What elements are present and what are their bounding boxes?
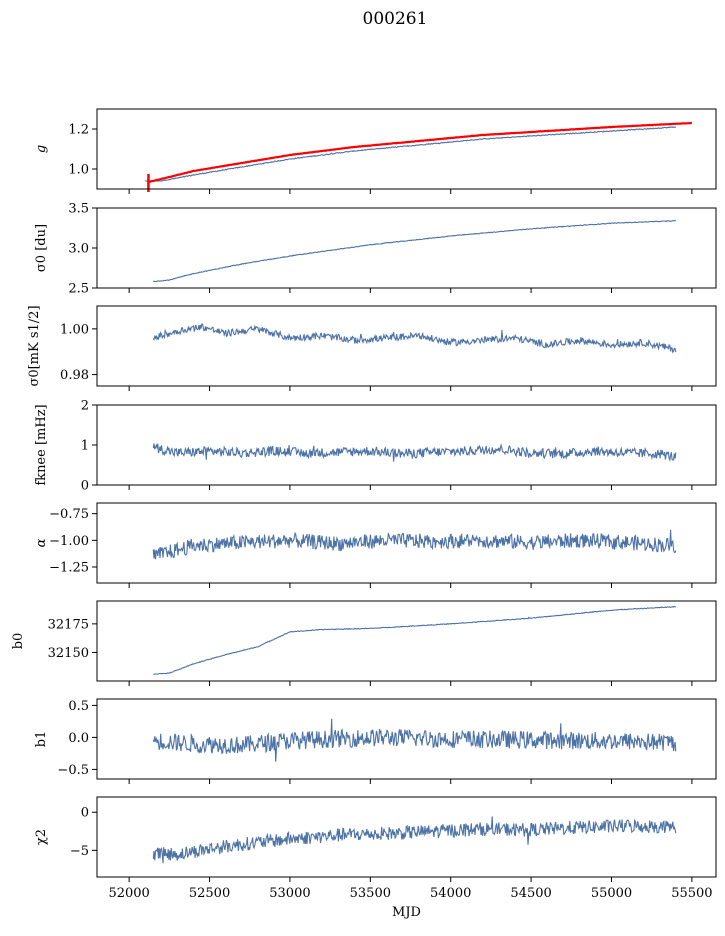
y-tick-label: 32150: [48, 646, 89, 661]
panel-2: 2.5 3.0 3.5 σ0 [du]: [34, 202, 717, 297]
panel-7: −0.5 0.0 0.5 b1: [34, 698, 717, 784]
y-tick-label: −1.25: [49, 561, 89, 576]
series-line-1: [153, 605, 676, 675]
series-line-1: [152, 816, 677, 864]
y-tick-label: 1.0: [68, 163, 89, 178]
x-tick-label: 52000: [108, 886, 149, 901]
y-tick-label: −1.00: [49, 534, 89, 549]
y-tick-label: 0.5: [68, 699, 89, 714]
axes-frame: [96, 108, 717, 190]
panel-4: 0 1 2 fknee [mHz]: [34, 399, 717, 494]
panel-1: 1.0 1.2 g: [34, 108, 717, 194]
y-tick-label: 0: [81, 806, 89, 821]
axes-frame: [96, 600, 717, 682]
x-tick-label: 54500: [510, 886, 551, 901]
y-tick-label: −5: [70, 844, 89, 859]
y-axis-label: b1: [34, 731, 49, 748]
series-line-1: [152, 219, 676, 283]
y-tick-label: 32175: [48, 617, 89, 632]
y-axis-label: σ0[mK s1/2]: [27, 305, 42, 386]
y-axis-label: χ2: [34, 829, 49, 845]
y-axis-label: b0: [11, 633, 26, 650]
y-axis-label: σ0 [du]: [34, 224, 49, 272]
figure-title: 000261: [363, 9, 428, 29]
y-tick-label: 0: [81, 479, 89, 494]
series-line-2: [147, 121, 692, 184]
x-tick-label: 55000: [591, 886, 632, 901]
x-axis-label: MJD: [392, 905, 421, 920]
panel-8: −5 0 52000 52500 53000 53500 54000 54500 55000 55…: [34, 796, 717, 920]
x-tick-label: 54000: [430, 886, 471, 901]
y-tick-label: 3.5: [68, 202, 89, 217]
panel-3: 0.98 1.00 σ0[mK s1/2]: [27, 305, 717, 391]
series-line-1: [145, 126, 677, 182]
y-tick-label: 1: [81, 439, 89, 454]
axes-frame: [96, 207, 717, 289]
panel-6: 32150 32175 b0: [11, 600, 717, 686]
y-tick-label: 1.2: [68, 123, 89, 138]
y-tick-label: 1.00: [60, 322, 89, 337]
y-tick-label: 2.5: [68, 282, 89, 297]
y-tick-label: −0.75: [49, 507, 89, 522]
y-axis-label: α: [34, 538, 49, 547]
axes-frame: [96, 698, 717, 780]
axes-frame: [96, 404, 717, 486]
y-tick-label: 2: [81, 399, 89, 414]
series-line-1: [152, 323, 677, 354]
x-tick-label: 53500: [350, 886, 391, 901]
y-tick-label: 0.0: [68, 731, 89, 746]
series-line-1: [152, 529, 677, 560]
series-line-1: [152, 443, 677, 462]
y-tick-label: 3.0: [68, 242, 89, 257]
series-line-1: [152, 718, 677, 762]
panel-5: −1.25 −1.00 −0.75 α: [34, 502, 717, 588]
y-tick-label: −0.5: [57, 763, 89, 778]
axes-frame: [96, 305, 717, 387]
y-tick-label: 0.98: [60, 368, 89, 383]
x-tick-label: 55500: [671, 886, 712, 901]
axes-frame: [96, 796, 717, 878]
axes-frame: [96, 502, 717, 584]
y-axis-label: fknee [mHz]: [34, 404, 49, 485]
x-tick-label: 53000: [269, 886, 310, 901]
x-tick-label: 52500: [189, 886, 230, 901]
y-axis-label: g: [34, 145, 49, 153]
